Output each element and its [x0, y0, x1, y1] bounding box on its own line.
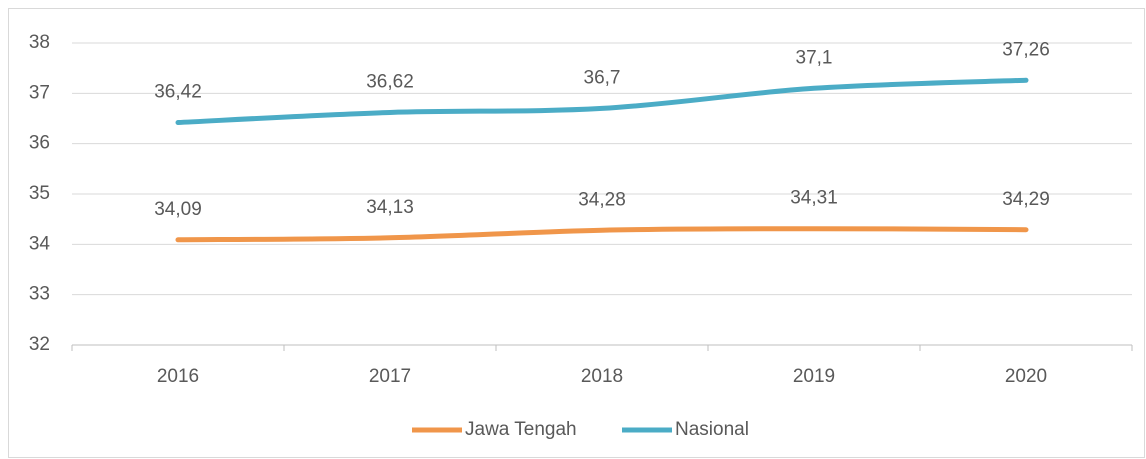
x-tick-label: 2016	[157, 366, 199, 387]
y-tick-label: 38	[29, 32, 50, 53]
y-tick-label: 32	[29, 334, 50, 355]
x-tick-label: 2018	[581, 366, 623, 387]
data-label: 34,13	[366, 197, 414, 218]
legend-label: Nasional	[675, 419, 749, 440]
data-label: 34,29	[1002, 189, 1050, 210]
data-label: 34,28	[578, 189, 626, 210]
data-label: 36,7	[584, 67, 621, 88]
y-tick-label: 35	[29, 183, 50, 204]
y-tick-label: 36	[29, 133, 50, 154]
series-line	[175, 226, 1029, 243]
data-label: 36,62	[366, 71, 414, 92]
x-tick-label: 2020	[1005, 366, 1047, 387]
y-tick-label: 34	[29, 233, 51, 254]
data-label: 36,42	[154, 82, 202, 103]
y-tick-label: 37	[29, 82, 50, 103]
chart-border	[8, 8, 1145, 458]
y-tick-label: 33	[29, 284, 50, 305]
data-label: 34,31	[790, 188, 838, 209]
data-label: 34,09	[154, 199, 202, 220]
x-tick-label: 2017	[369, 366, 411, 387]
legend-label: Jawa Tengah	[465, 419, 577, 440]
series-line	[175, 77, 1029, 126]
x-tick-label: 2019	[793, 366, 835, 387]
data-label: 37,1	[796, 47, 833, 68]
data-label: 37,26	[1002, 39, 1050, 60]
